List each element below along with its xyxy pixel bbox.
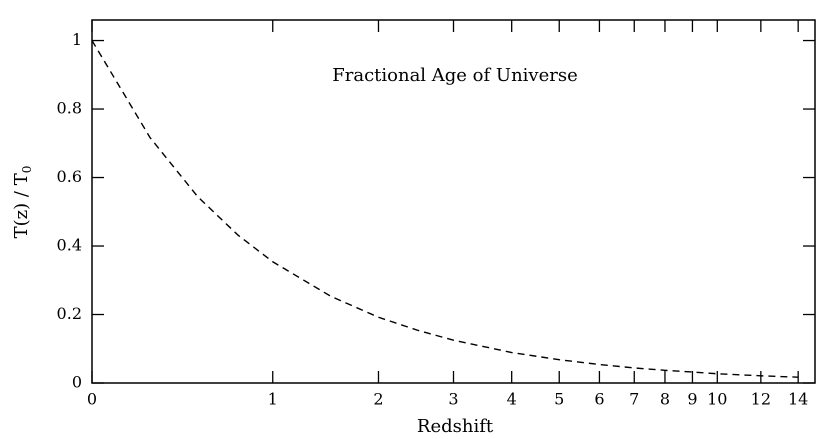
y-axis-label-subscript: 0 — [20, 166, 34, 174]
y-axis-label: T(z) / T0 — [11, 166, 34, 239]
x-tick-label: 4 — [507, 390, 517, 409]
x-tick-label: 1 — [268, 390, 278, 409]
y-tick-label: 0.4 — [57, 236, 82, 255]
x-tick-label: 0 — [87, 390, 97, 409]
x-tick-label: 7 — [629, 390, 639, 409]
y-axis-label-group: T(z) / T0 — [11, 166, 34, 239]
x-tick-label: 2 — [373, 390, 383, 409]
x-tick-label: 10 — [707, 390, 727, 409]
y-tick-label: 0.8 — [57, 99, 82, 118]
y-tick-label: 0.2 — [57, 304, 82, 323]
x-tick-label: 9 — [687, 390, 697, 409]
chart-title: Fractional Age of Universe — [332, 65, 578, 86]
x-axis-label: Redshift — [417, 416, 494, 437]
data-line — [91, 40, 799, 378]
x-tick-label: 8 — [660, 390, 670, 409]
x-tick-label: 5 — [554, 390, 564, 409]
y-axis-label-text: T(z) / T — [11, 173, 32, 238]
x-tick-label: 12 — [751, 390, 771, 409]
x-tick-label: 6 — [594, 390, 604, 409]
y-tick-label: 0 — [72, 373, 82, 392]
x-tick-label: 14 — [788, 390, 808, 409]
y-tick-label: 0.6 — [57, 167, 82, 186]
x-tick-label: 3 — [448, 390, 458, 409]
y-tick-label: 1 — [72, 30, 82, 49]
